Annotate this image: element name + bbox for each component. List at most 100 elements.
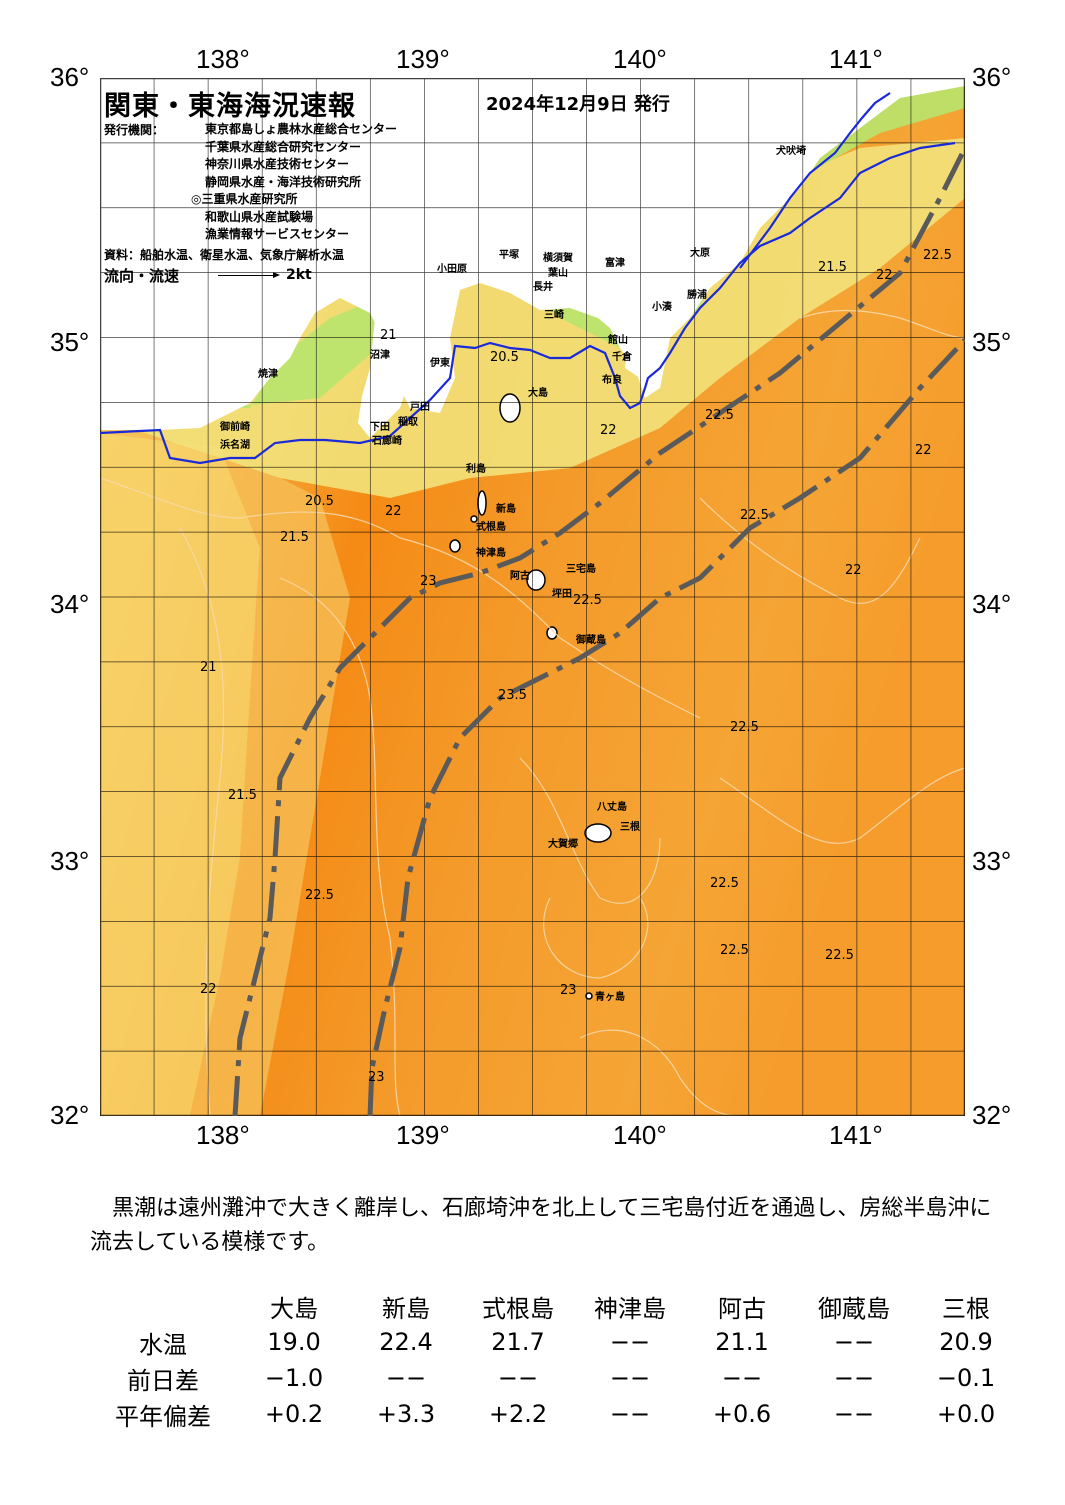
table-cell: −− bbox=[609, 1328, 651, 1356]
place-nagai: 長井 bbox=[533, 282, 553, 293]
lon-label-bottom-141: 141° bbox=[829, 1120, 883, 1150]
place-aogashima: 青ヶ島 bbox=[595, 992, 625, 1003]
place-katsuura: 勝浦 bbox=[687, 290, 707, 301]
place-iroozaki: 石廊崎 bbox=[372, 436, 402, 447]
flow-legend-label: 流向・流速 bbox=[104, 267, 180, 285]
place-inatori: 稲取 bbox=[398, 417, 418, 428]
contour-label: 23 bbox=[560, 983, 577, 998]
contour-label: 22 bbox=[915, 443, 932, 458]
lat-label-right-36: 36° bbox=[972, 62, 1012, 92]
contour-label: 22.5 bbox=[573, 593, 602, 608]
table-cell: −− bbox=[609, 1364, 651, 1392]
table-row: 前日差 −1.0 −− −− −− −− −− −0.1 bbox=[88, 1360, 1022, 1396]
place-yaizu: 焼津 bbox=[258, 369, 278, 380]
table-cell: −− bbox=[833, 1328, 875, 1356]
isotherm-lines bbox=[100, 309, 965, 1116]
island-miyake bbox=[526, 569, 546, 591]
place-ohara: 大原 bbox=[690, 248, 710, 259]
place-tsubota: 坪田 bbox=[552, 589, 572, 600]
place-odawara: 小田原 bbox=[437, 264, 467, 275]
place-ito: 伊東 bbox=[430, 358, 450, 369]
island-aogashima bbox=[585, 992, 593, 1000]
table-cell: +0.6 bbox=[712, 1400, 772, 1428]
table-row: 平年偏差 +0.2 +3.3 +2.2 −− +0.6 −− +0.0 bbox=[88, 1396, 1022, 1432]
kuroshio-axis-south bbox=[367, 338, 965, 1116]
place-futtsu: 富津 bbox=[605, 258, 625, 269]
sea-temperature-map: 21 20.5 22 22.5 21.5 22 22.5 20.5 21.5 2… bbox=[100, 78, 965, 1116]
contour-label: 22.5 bbox=[305, 888, 334, 903]
lon-label-top-138: 138° bbox=[196, 44, 250, 74]
row-header: 水温 bbox=[139, 1330, 187, 1359]
contour-label: 23 bbox=[368, 1070, 385, 1085]
table-cell: +3.3 bbox=[376, 1400, 436, 1428]
contour-label: 23 bbox=[420, 574, 437, 589]
island-oshima bbox=[499, 393, 521, 423]
kuroshio-axis-main bbox=[232, 146, 965, 1116]
table-cell: 20.9 bbox=[939, 1328, 993, 1356]
contour-label: 22 bbox=[200, 982, 217, 997]
lat-label-left-32: 32° bbox=[50, 1100, 90, 1130]
table-cell: −− bbox=[497, 1364, 539, 1392]
place-chikura: 千倉 bbox=[612, 352, 632, 363]
isotherm-20-blue bbox=[100, 141, 956, 465]
contour-label: 22.5 bbox=[705, 408, 734, 423]
organization-heading: 発行機関： bbox=[104, 123, 165, 137]
column-header: 式根島 bbox=[482, 1294, 554, 1323]
table-cell: −− bbox=[833, 1364, 875, 1392]
place-hachijo: 八丈島 bbox=[597, 802, 627, 813]
table-corner bbox=[88, 1288, 238, 1324]
island-shikinejima bbox=[470, 515, 478, 523]
place-ako: 阿古 bbox=[510, 571, 530, 582]
lat-label-left-34: 34° bbox=[50, 589, 90, 619]
place-shikinejima: 式根島 bbox=[476, 522, 506, 533]
table-cell: +2.2 bbox=[488, 1400, 548, 1428]
lat-label-right-35: 35° bbox=[972, 327, 1012, 357]
lon-label-top-140: 140° bbox=[613, 44, 667, 74]
contour-label: 22 bbox=[876, 268, 893, 283]
place-inubo: 犬吠埼 bbox=[776, 146, 806, 157]
contour-label: 22.5 bbox=[923, 248, 952, 263]
contour-label: 21 bbox=[380, 328, 397, 343]
lon-label-top-141: 141° bbox=[829, 44, 883, 74]
contour-label: 22 bbox=[600, 423, 617, 438]
place-misaki: 三崎 bbox=[544, 310, 564, 321]
place-mitsune: 三根 bbox=[620, 822, 640, 833]
lon-label-bottom-140: 140° bbox=[613, 1120, 667, 1150]
place-numazu: 沼津 bbox=[370, 350, 390, 361]
organization-item: 神奈川県水産技術センター bbox=[205, 157, 350, 171]
place-toshima: 利島 bbox=[466, 464, 486, 475]
mid-water-west bbox=[190, 448, 350, 1116]
lon-label-top-139: 139° bbox=[396, 44, 450, 74]
column-header: 新島 bbox=[382, 1294, 430, 1323]
land-izu bbox=[358, 318, 410, 438]
column-header: 神津島 bbox=[594, 1294, 666, 1323]
island-niijima bbox=[477, 490, 487, 516]
contour-label: 20.5 bbox=[490, 350, 519, 365]
organization-item: 東京都島しょ農林水産総合センター bbox=[205, 122, 398, 136]
contour-label: 23.5 bbox=[498, 688, 527, 703]
island-mikura bbox=[546, 626, 558, 640]
lat-label-left-33: 33° bbox=[50, 846, 90, 876]
issue-date: 2024年12月9日 発行 bbox=[486, 94, 670, 115]
flow-legend-scale: 2kt bbox=[286, 267, 312, 283]
contour-label: 21.5 bbox=[818, 260, 847, 275]
table-cell: −− bbox=[609, 1400, 651, 1428]
observation-table: 大島 新島 式根島 神津島 阿古 御蔵島 三根 水温 19.0 22.4 21.… bbox=[88, 1288, 1022, 1432]
table-cell: 19.0 bbox=[267, 1328, 321, 1356]
contour-label: 22 bbox=[385, 504, 402, 519]
contour-label: 22.5 bbox=[720, 943, 749, 958]
place-kozushima: 神津島 bbox=[476, 548, 506, 559]
table-cell: +0.0 bbox=[936, 1400, 996, 1428]
place-yokosuka: 横須賀 bbox=[543, 253, 573, 264]
place-oshima: 大島 bbox=[528, 388, 548, 399]
column-header: 御蔵島 bbox=[818, 1294, 890, 1323]
lat-label-left-36: 36° bbox=[50, 62, 90, 92]
organization-item: 千葉県水産総合研究センター bbox=[205, 139, 362, 154]
flow-arrow-icon bbox=[218, 272, 280, 278]
row-header: 平年偏差 bbox=[115, 1402, 211, 1431]
contour-label: 20.5 bbox=[305, 494, 334, 509]
contour-label: 21.5 bbox=[280, 530, 309, 545]
organization-item: 漁業情報サービスセンター bbox=[205, 227, 350, 241]
contour-label: 22.5 bbox=[730, 720, 759, 735]
table-cell: 22.4 bbox=[379, 1328, 433, 1356]
